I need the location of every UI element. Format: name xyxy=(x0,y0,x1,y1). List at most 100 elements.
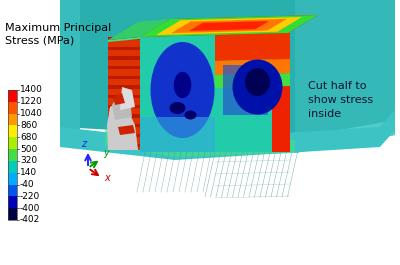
Polygon shape xyxy=(295,0,395,153)
Polygon shape xyxy=(108,60,140,63)
Polygon shape xyxy=(108,101,140,105)
Polygon shape xyxy=(156,17,302,35)
Polygon shape xyxy=(108,66,140,69)
Text: Maximum Principal
Stress (MPa): Maximum Principal Stress (MPa) xyxy=(5,23,111,46)
Polygon shape xyxy=(108,108,140,111)
Polygon shape xyxy=(108,140,140,144)
Polygon shape xyxy=(113,93,125,105)
Polygon shape xyxy=(108,124,140,127)
Text: 1040: 1040 xyxy=(20,109,43,118)
Polygon shape xyxy=(108,147,140,150)
Polygon shape xyxy=(215,59,290,75)
Text: -40: -40 xyxy=(20,180,35,189)
Polygon shape xyxy=(108,134,140,137)
Polygon shape xyxy=(215,33,290,152)
Polygon shape xyxy=(118,125,135,135)
Bar xyxy=(8,137,17,149)
Polygon shape xyxy=(108,114,140,118)
Polygon shape xyxy=(108,79,140,82)
Polygon shape xyxy=(60,20,110,117)
Polygon shape xyxy=(108,73,140,76)
Polygon shape xyxy=(108,95,140,98)
Polygon shape xyxy=(108,127,140,131)
Polygon shape xyxy=(108,92,140,95)
Polygon shape xyxy=(340,0,395,122)
Polygon shape xyxy=(105,130,295,157)
Text: y: y xyxy=(103,148,109,158)
Ellipse shape xyxy=(174,72,191,98)
Polygon shape xyxy=(140,117,215,152)
Bar xyxy=(8,208,17,220)
Polygon shape xyxy=(140,15,318,37)
Polygon shape xyxy=(60,95,390,147)
Text: 140: 140 xyxy=(20,168,37,177)
Polygon shape xyxy=(108,69,140,73)
Polygon shape xyxy=(108,144,140,147)
Text: x: x xyxy=(104,173,110,183)
Polygon shape xyxy=(107,100,138,150)
Polygon shape xyxy=(108,111,140,114)
Bar xyxy=(8,90,17,220)
Polygon shape xyxy=(108,131,140,134)
Bar xyxy=(8,101,17,114)
Bar xyxy=(8,113,17,125)
Polygon shape xyxy=(112,95,132,120)
Polygon shape xyxy=(295,120,395,153)
Polygon shape xyxy=(108,85,140,89)
Polygon shape xyxy=(108,47,140,50)
Polygon shape xyxy=(223,65,268,115)
Polygon shape xyxy=(60,0,80,147)
Bar xyxy=(8,172,17,184)
Ellipse shape xyxy=(150,42,214,138)
Text: -402: -402 xyxy=(20,215,40,224)
Polygon shape xyxy=(108,43,140,47)
Ellipse shape xyxy=(245,68,270,96)
Polygon shape xyxy=(272,33,290,152)
Polygon shape xyxy=(108,40,140,43)
Text: 320: 320 xyxy=(20,156,37,165)
Bar xyxy=(8,196,17,208)
Polygon shape xyxy=(215,33,290,61)
Polygon shape xyxy=(108,37,140,150)
Polygon shape xyxy=(108,118,140,121)
Polygon shape xyxy=(108,98,140,101)
Text: z: z xyxy=(81,139,86,149)
Text: 500: 500 xyxy=(20,145,37,154)
Polygon shape xyxy=(108,76,140,79)
Text: -220: -220 xyxy=(20,192,40,201)
Bar xyxy=(8,184,17,196)
Text: Cut half to
show stress
inside: Cut half to show stress inside xyxy=(308,81,373,119)
Text: 860: 860 xyxy=(20,121,37,130)
Bar xyxy=(8,90,17,102)
Polygon shape xyxy=(60,0,395,97)
Polygon shape xyxy=(108,121,140,124)
Polygon shape xyxy=(108,105,140,108)
Polygon shape xyxy=(120,87,135,110)
Polygon shape xyxy=(108,56,140,60)
Polygon shape xyxy=(108,82,140,85)
Ellipse shape xyxy=(170,102,186,114)
Polygon shape xyxy=(189,21,269,31)
Polygon shape xyxy=(108,137,140,140)
Polygon shape xyxy=(108,50,140,53)
Polygon shape xyxy=(60,110,395,160)
Polygon shape xyxy=(108,89,140,92)
Polygon shape xyxy=(60,0,295,140)
Polygon shape xyxy=(140,33,215,152)
Text: 680: 680 xyxy=(20,133,37,142)
Text: -400: -400 xyxy=(20,204,40,213)
Bar xyxy=(8,125,17,137)
Ellipse shape xyxy=(184,111,196,120)
Polygon shape xyxy=(108,37,140,42)
Ellipse shape xyxy=(232,60,282,114)
Polygon shape xyxy=(108,19,170,40)
Text: 1400: 1400 xyxy=(20,86,43,95)
Polygon shape xyxy=(140,15,318,37)
Polygon shape xyxy=(215,73,290,88)
Bar xyxy=(8,149,17,161)
Polygon shape xyxy=(60,93,395,145)
Polygon shape xyxy=(108,37,140,40)
Bar xyxy=(8,160,17,173)
Polygon shape xyxy=(108,63,140,66)
Polygon shape xyxy=(108,53,140,56)
